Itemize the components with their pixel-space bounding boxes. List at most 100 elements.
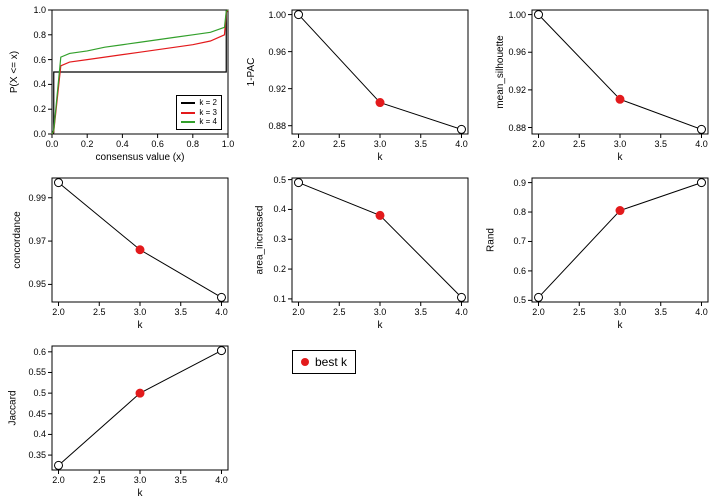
ytick-label: 0.5 <box>33 388 46 398</box>
ytick-label: 0.35 <box>28 450 46 460</box>
xtick-label: 2.5 <box>573 139 586 149</box>
metric-line <box>59 183 222 298</box>
legend-item: k = 2 <box>181 98 217 108</box>
xtick-label: 2.5 <box>573 307 586 317</box>
metric-point <box>217 293 225 301</box>
legend-label: k = 3 <box>199 108 217 118</box>
metric-point <box>55 461 63 469</box>
xtick-label: 4.0 <box>215 307 228 317</box>
plot-svg <box>292 178 468 302</box>
legend-swatch <box>181 121 195 123</box>
metric-line <box>299 183 462 298</box>
bestk-cell: best k <box>240 336 480 504</box>
xtick-label: 3.5 <box>654 139 667 149</box>
plot-panel <box>292 178 468 302</box>
ytick-label: 0.95 <box>28 279 46 289</box>
ytick-label: 0.2 <box>33 104 46 114</box>
xtick-label: 4.0 <box>215 475 228 485</box>
xtick-label: 0.4 <box>116 139 129 149</box>
legend-item: k = 4 <box>181 117 217 127</box>
xtick-label: 3.0 <box>134 307 147 317</box>
ytick-label: 0.8 <box>33 30 46 40</box>
xtick-label: 3.5 <box>654 307 667 317</box>
panel-cell-4: 2.02.53.03.54.00.10.20.30.40.5karea_incr… <box>240 168 480 336</box>
xtick-label: 3.0 <box>374 139 387 149</box>
panel-cell-3: 2.02.53.03.54.00.950.970.99kconcordance <box>0 168 240 336</box>
bestk-label: best k <box>315 355 347 369</box>
xtick-label: 3.0 <box>614 307 627 317</box>
ytick-label: 1.00 <box>508 10 526 20</box>
xtick-label: 2.5 <box>333 139 346 149</box>
ytick-label: 0.92 <box>508 85 526 95</box>
xtick-label: 3.0 <box>374 307 387 317</box>
ytick-label: 0.88 <box>508 123 526 133</box>
ytick-label: 0.96 <box>508 47 526 57</box>
bestk-legend: best k <box>292 350 356 374</box>
legend-label: k = 2 <box>199 98 217 108</box>
plot-panel <box>532 178 708 302</box>
metric-point <box>457 125 465 133</box>
xtick-label: 4.0 <box>455 307 468 317</box>
metric-point <box>55 179 63 187</box>
bestk-dot-icon <box>301 358 309 366</box>
ecdf-cell: 0.00.20.40.60.81.00.00.20.40.60.81.0cons… <box>0 0 240 168</box>
xtick-label: 0.8 <box>187 139 200 149</box>
ytick-label: 0.96 <box>268 47 286 57</box>
ytick-label: 0.4 <box>273 204 286 214</box>
legend-item: k = 3 <box>181 108 217 118</box>
metric-point <box>535 11 543 19</box>
x-axis-label: k <box>138 488 143 499</box>
ytick-label: 0.4 <box>33 79 46 89</box>
y-axis-label: area_increased <box>254 206 265 275</box>
ytick-label: 0.0 <box>33 129 46 139</box>
bestk-point <box>376 211 384 219</box>
xtick-label: 2.0 <box>292 307 305 317</box>
ytick-label: 0.99 <box>28 193 46 203</box>
xtick-label: 2.0 <box>532 307 545 317</box>
ytick-label: 0.5 <box>273 175 286 185</box>
ytick-label: 0.4 <box>33 429 46 439</box>
metric-point <box>535 293 543 301</box>
ytick-label: 0.88 <box>268 121 286 131</box>
x-axis-label: k <box>378 152 383 163</box>
plot-svg <box>52 178 228 302</box>
xtick-label: 2.5 <box>93 475 106 485</box>
panel-cell-6: 2.02.53.03.54.00.350.40.450.50.550.6kJac… <box>0 336 240 504</box>
y-axis-label: Rand <box>485 228 496 252</box>
y-axis-label: mean_silhouette <box>495 35 506 108</box>
xtick-label: 4.0 <box>455 139 468 149</box>
xtick-label: 2.5 <box>93 307 106 317</box>
plot-panel <box>52 346 228 470</box>
xtick-label: 3.0 <box>614 139 627 149</box>
xtick-label: 2.0 <box>532 139 545 149</box>
y-axis-label: concordance <box>12 211 23 268</box>
xtick-label: 1.0 <box>222 139 235 149</box>
bestk-point <box>136 389 144 397</box>
xtick-label: 2.0 <box>52 307 65 317</box>
xtick-label: 3.5 <box>414 307 427 317</box>
y-axis-label: P(X <= x) <box>9 51 20 93</box>
ytick-label: 1.0 <box>33 5 46 15</box>
plot-svg <box>292 10 468 134</box>
metric-point <box>697 125 705 133</box>
metric-point <box>457 293 465 301</box>
xtick-label: 2.5 <box>333 307 346 317</box>
ytick-label: 0.5 <box>513 295 526 305</box>
xtick-label: 3.5 <box>174 307 187 317</box>
x-axis-label: k <box>378 320 383 331</box>
bestk-point <box>376 99 384 107</box>
bestk-point <box>136 246 144 254</box>
metric-point <box>697 179 705 187</box>
xtick-label: 2.0 <box>52 475 65 485</box>
xtick-label: 3.0 <box>134 475 147 485</box>
metric-line <box>539 15 702 130</box>
legend-swatch <box>181 102 195 104</box>
xtick-label: 3.5 <box>414 139 427 149</box>
bestk-box: best k <box>292 350 356 374</box>
y-axis-label: Jaccard <box>8 390 19 425</box>
ecdf-legend: k = 2k = 3k = 4 <box>176 95 222 130</box>
xtick-label: 0.6 <box>151 139 164 149</box>
metric-point <box>217 347 225 355</box>
xtick-label: 4.0 <box>695 307 708 317</box>
x-axis-label: k <box>618 152 623 163</box>
